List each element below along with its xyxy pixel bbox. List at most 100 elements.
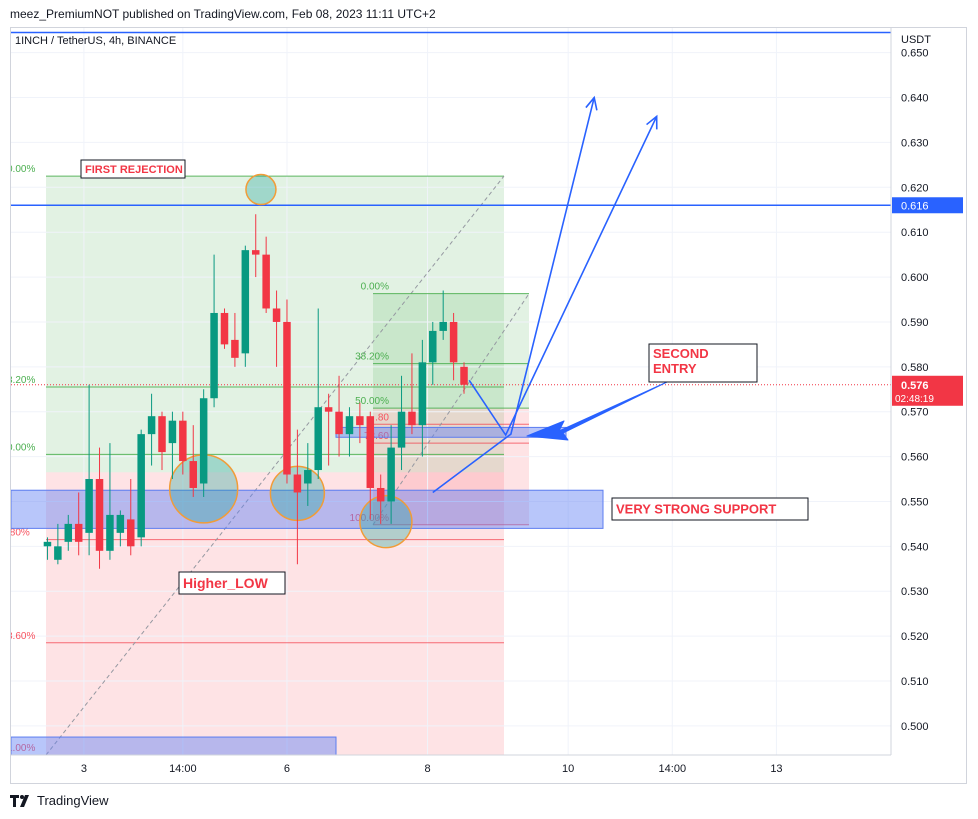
fib-right-level-label: 100.00% bbox=[350, 513, 390, 524]
price-tick-label: 0.650 bbox=[901, 48, 929, 60]
annotation-text: Higher_LOW bbox=[183, 575, 269, 591]
bullish-candle bbox=[429, 321, 437, 385]
candle-body bbox=[460, 366, 468, 385]
annotation-text: FIRST REJECTION bbox=[85, 164, 183, 176]
candle-body bbox=[231, 339, 239, 358]
time-tick-label: 10 bbox=[562, 763, 574, 775]
candle-body bbox=[304, 470, 312, 484]
annotation-higher-low: Higher_LOW bbox=[178, 571, 286, 595]
candle-body bbox=[387, 447, 395, 502]
candle-body bbox=[356, 416, 364, 426]
candle-body bbox=[74, 523, 83, 542]
bullish-candle bbox=[304, 443, 312, 506]
fib-right-trend-diagonal bbox=[372, 293, 530, 526]
bullish-candle bbox=[397, 375, 406, 471]
bullish-candle bbox=[168, 411, 177, 480]
bullish-candle bbox=[241, 245, 250, 367]
entry-pointer-arrow-icon bbox=[526, 381, 668, 441]
footer-brand: TradingView bbox=[37, 793, 109, 808]
bullish-candle bbox=[116, 510, 125, 547]
fib-right-level-label: 78.60 bbox=[364, 431, 389, 442]
bearish-candle bbox=[335, 375, 343, 457]
annotation-very-strong-support: VERY STRONG SUPPORT bbox=[611, 497, 809, 521]
candle-body bbox=[262, 254, 270, 309]
bearish-candle bbox=[293, 429, 302, 565]
candle-body bbox=[54, 546, 62, 560]
bottom-zone-zone bbox=[11, 736, 337, 756]
candle-body bbox=[251, 250, 260, 255]
price-tick-label: 0.500 bbox=[901, 721, 929, 733]
bearish-candle bbox=[74, 492, 83, 556]
price-tick-label: 0.640 bbox=[901, 93, 929, 105]
fib-right-level-label: .80 bbox=[375, 412, 389, 423]
annotation-box bbox=[80, 159, 186, 179]
bullish-candle bbox=[439, 290, 447, 340]
candle-body bbox=[376, 487, 385, 502]
candle-body bbox=[283, 321, 291, 475]
bullish-candle bbox=[199, 389, 208, 497]
bearish-candle bbox=[262, 236, 270, 313]
bearish-candle bbox=[231, 312, 239, 367]
symbol-label: 1INCH / TetherUS, 4h, BINANCE bbox=[15, 35, 176, 47]
fib-left-level-label: 0.00% bbox=[11, 164, 35, 175]
candle-body bbox=[439, 321, 447, 331]
candle-body bbox=[43, 541, 52, 547]
candle-body bbox=[408, 411, 416, 426]
bearish-candle bbox=[95, 447, 104, 569]
price-tick-label: 0.610 bbox=[901, 227, 929, 239]
highlight-circle bbox=[245, 173, 277, 206]
price-tick-label: 0.520 bbox=[901, 631, 929, 643]
bearish-candle bbox=[449, 312, 458, 381]
projection-arrowhead-icon bbox=[646, 114, 658, 130]
bearish-candle bbox=[189, 425, 197, 497]
price-tick-label: 0.550 bbox=[901, 496, 929, 508]
candle-body bbox=[137, 434, 145, 538]
candle-body bbox=[106, 514, 114, 551]
candle-body bbox=[324, 407, 333, 412]
fib-left-level-label: .80% bbox=[11, 528, 30, 539]
candlestick-chart[interactable]: 0.00% 3.20% 0.00% .80% 8.60% 1.00% 0.00% 38.20%… bbox=[11, 28, 966, 783]
annotation-first-rejection: FIRST REJECTION bbox=[80, 159, 186, 179]
price-tick-label: 0.560 bbox=[901, 452, 929, 464]
bullish-candle bbox=[345, 407, 354, 457]
time-tick-label: 14:00 bbox=[659, 763, 687, 775]
fib-left-level-label: 8.60% bbox=[11, 631, 35, 642]
price-tick-label: 0.530 bbox=[901, 586, 929, 598]
price-axis[interactable]: USDT 0.650 0.640 0.630 0.620 0.610 0.600 0.590 0… bbox=[890, 28, 966, 755]
fib-left-level-label: 1.00% bbox=[11, 743, 35, 754]
price-tick-label: 0.510 bbox=[901, 676, 929, 688]
annotation-box bbox=[648, 343, 758, 383]
bearish-candle bbox=[366, 411, 375, 520]
bullish-candle bbox=[85, 384, 93, 556]
bullish-candle bbox=[387, 425, 395, 524]
bearish-candle bbox=[460, 362, 468, 394]
bearish-candle bbox=[356, 402, 364, 444]
candle-body bbox=[335, 411, 343, 435]
candle-body bbox=[158, 416, 166, 453]
candle-body bbox=[449, 321, 458, 363]
candle-body bbox=[210, 312, 218, 399]
bearish-candle bbox=[127, 479, 135, 556]
time-axis[interactable]: 3 14:00 6 8 10 14:00 13 bbox=[11, 754, 891, 775]
bearish-candle bbox=[283, 299, 291, 484]
bullish-candle bbox=[64, 514, 73, 551]
candle-body bbox=[189, 461, 197, 488]
last-price-tag bbox=[892, 375, 963, 406]
bearish-candle bbox=[251, 214, 260, 278]
candle-body bbox=[397, 411, 406, 448]
price-tick-label: 0.620 bbox=[901, 182, 929, 194]
bearish-candle bbox=[272, 290, 281, 367]
chart-frame[interactable]: 0.00% 3.20% 0.00% .80% 8.60% 1.00% 0.00% 38.20%… bbox=[10, 27, 967, 784]
bullish-candle bbox=[210, 254, 218, 408]
candle-body bbox=[418, 362, 427, 426]
candle-body bbox=[95, 479, 104, 551]
candle-body bbox=[293, 474, 302, 493]
price-tick-label: 0.590 bbox=[901, 317, 929, 329]
time-tick-label: 8 bbox=[425, 763, 431, 775]
fib-left-level-label: 3.20% bbox=[11, 375, 35, 386]
annotation-text: VERY STRONG SUPPORT bbox=[616, 502, 776, 517]
line-price-tag bbox=[892, 197, 963, 214]
bullish-candle bbox=[137, 429, 145, 547]
bullish-candle bbox=[43, 537, 52, 560]
